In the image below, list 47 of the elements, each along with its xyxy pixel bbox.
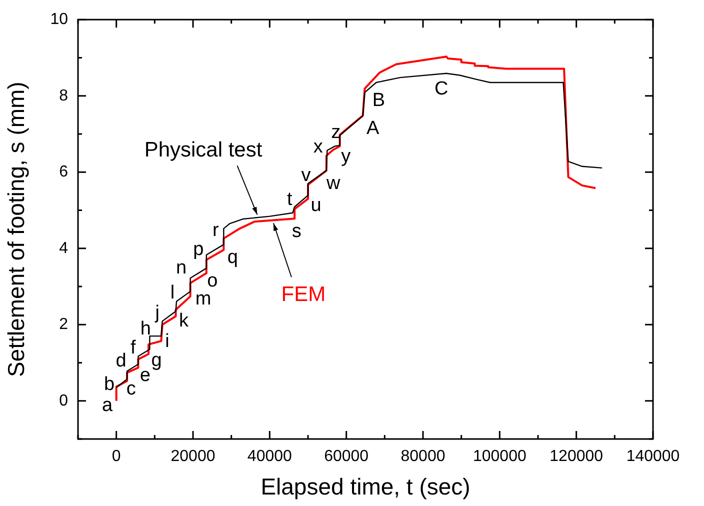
y-tick-label: 10 bbox=[50, 11, 68, 28]
annotation: d bbox=[116, 350, 126, 372]
text: Physical test bbox=[144, 138, 262, 162]
annotation: o bbox=[207, 270, 218, 292]
x-tick-label: 40000 bbox=[247, 448, 292, 466]
text: FEM bbox=[281, 282, 326, 306]
annotation: A bbox=[366, 118, 380, 139]
annotation: x bbox=[313, 136, 324, 158]
y-axis-title: Settlement of footing, s (mm) bbox=[3, 82, 30, 377]
annotation: t bbox=[287, 189, 294, 210]
x-tick-label: 140000 bbox=[626, 448, 680, 466]
annotation: m bbox=[195, 288, 212, 310]
y-tick-label: 0 bbox=[59, 392, 68, 410]
annotation: c bbox=[126, 378, 136, 400]
annotation: p bbox=[193, 239, 204, 260]
annotation: b bbox=[104, 374, 115, 395]
annotation: j bbox=[154, 302, 160, 324]
x-tick-label: 60000 bbox=[324, 448, 369, 466]
annotation: C bbox=[434, 78, 448, 100]
x-tick-label: 0 bbox=[112, 448, 121, 466]
y-tick-label: 4 bbox=[59, 240, 68, 257]
x-tick-label: 100000 bbox=[472, 448, 526, 466]
y-tick-label: 2 bbox=[59, 316, 68, 334]
x-axis-title: Elapsed time, t (sec) bbox=[260, 474, 470, 500]
annotation: y bbox=[341, 146, 352, 168]
annotation: B bbox=[372, 90, 386, 111]
annotation: g bbox=[151, 350, 162, 372]
annotation: w bbox=[326, 172, 341, 194]
annotation: e bbox=[140, 364, 150, 386]
annotation: a bbox=[102, 395, 114, 416]
annotation: q bbox=[227, 247, 238, 268]
annotation: i bbox=[165, 331, 170, 352]
annotation: s bbox=[292, 220, 302, 242]
annotation: r bbox=[212, 220, 220, 241]
annotation: f bbox=[130, 338, 137, 358]
annotation: v bbox=[301, 164, 312, 186]
annotation: u bbox=[310, 195, 322, 216]
y-tick-label: 6 bbox=[59, 164, 68, 181]
annotation: l bbox=[170, 282, 175, 304]
annotation: h bbox=[140, 318, 151, 340]
annotation: z bbox=[331, 122, 341, 143]
annotation: n bbox=[176, 257, 187, 278]
annotation: k bbox=[179, 310, 189, 332]
x-tick-label: 80000 bbox=[400, 448, 446, 466]
x-tick-label: 120000 bbox=[550, 448, 604, 466]
x-tick-label: 20000 bbox=[170, 448, 216, 466]
y-tick-label: 8 bbox=[59, 87, 68, 104]
